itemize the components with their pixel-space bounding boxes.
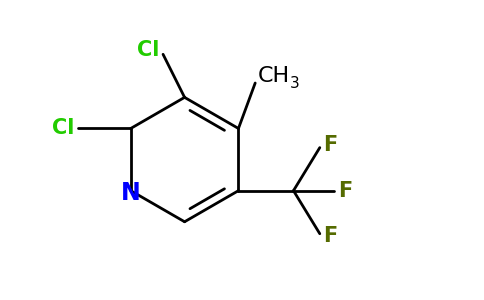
Text: F: F [338,181,352,201]
Text: Cl: Cl [137,40,159,59]
Text: F: F [324,226,338,246]
Text: N: N [121,181,140,205]
Text: F: F [324,135,338,155]
Text: Cl: Cl [52,118,74,139]
Text: CH: CH [257,66,290,86]
Text: 3: 3 [289,76,300,92]
